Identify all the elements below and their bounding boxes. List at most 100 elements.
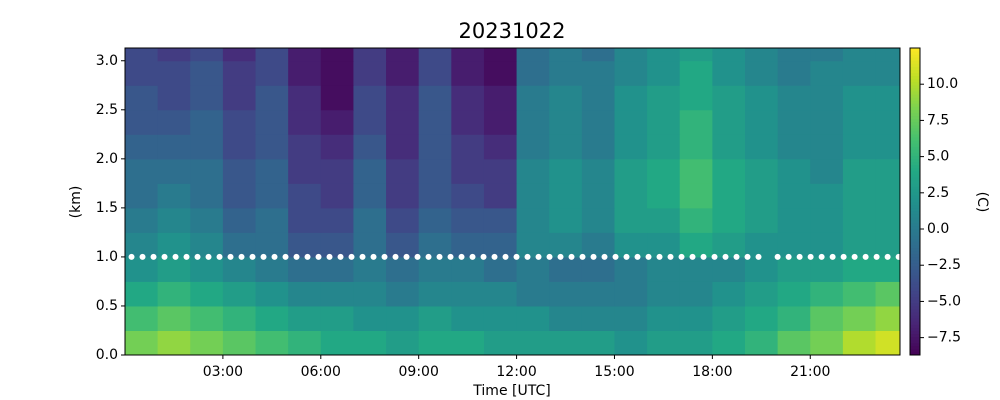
heatmap-cell	[647, 330, 681, 355]
heatmap-cell	[386, 207, 420, 233]
heatmap-cell	[581, 85, 615, 111]
heatmap-cell	[810, 60, 844, 86]
heatmap-cell	[875, 183, 900, 209]
colorbar-swatch	[910, 78, 920, 83]
heatmap-cell	[386, 183, 420, 209]
heatmap-cell	[679, 158, 713, 184]
heatmap-cell	[125, 305, 159, 331]
heatmap-cell	[614, 48, 648, 62]
heatmap-cell	[222, 60, 257, 86]
heatmap-cell	[288, 305, 322, 331]
heatmap-cell	[581, 60, 615, 86]
heatmap-cell	[549, 109, 583, 135]
heatmap-cell	[842, 48, 877, 62]
colorbar-swatch	[910, 241, 920, 245]
heatmap-cell	[386, 85, 420, 111]
heatmap-cell	[255, 183, 289, 209]
colorbar-swatch	[910, 244, 920, 249]
x-tick-label: 15:00	[594, 364, 634, 380]
heatmap-cell	[549, 305, 583, 331]
heatmap-cell	[386, 48, 420, 62]
colorbar-swatch	[910, 345, 920, 350]
heatmap-cell	[353, 158, 387, 184]
heatmap-cell	[647, 183, 681, 209]
heatmap-cell	[353, 109, 387, 135]
colorbar-swatch	[910, 183, 920, 187]
heatmap-cell	[418, 281, 452, 307]
colorbar-swatch	[910, 222, 920, 227]
heatmap-cell	[222, 232, 257, 258]
colorbar-swatch	[910, 265, 920, 270]
heatmap-cell	[483, 207, 518, 233]
heatmap-cell	[320, 158, 354, 184]
colorbar-swatch	[910, 124, 920, 129]
colorbar-swatch	[910, 250, 920, 255]
heatmap-cell	[647, 109, 681, 135]
heatmap-cell	[647, 305, 681, 331]
heatmap-cell	[777, 109, 811, 135]
heatmap-cell	[516, 48, 550, 62]
colorbar-swatch	[910, 84, 920, 89]
heatmap-cell	[581, 158, 615, 184]
heatmap-cell	[255, 134, 289, 160]
colorbar-swatch	[910, 66, 920, 70]
heatmap-cell	[777, 207, 811, 233]
heatmap-cell	[614, 256, 648, 282]
heatmap-cell	[745, 256, 779, 282]
heatmap-cell	[222, 207, 257, 233]
heatmap-cell	[320, 60, 354, 86]
heatmap-cell	[125, 134, 159, 160]
colorbar-swatch	[910, 109, 920, 113]
heatmap-cell	[483, 330, 518, 355]
heatmap-cell	[581, 109, 615, 135]
colorbar-swatch	[910, 348, 920, 353]
colorbar-tick-label: 0.0	[927, 221, 949, 237]
heatmap-cell	[875, 85, 900, 111]
heatmap-cell	[679, 48, 713, 62]
heatmap-cell	[679, 232, 713, 258]
heatmap-cell	[875, 256, 900, 282]
heatmap-cell	[581, 207, 615, 233]
heatmap-cell	[777, 232, 811, 258]
colorbar-swatch	[910, 100, 920, 104]
colorbar-swatch	[910, 342, 920, 347]
heatmap-cell	[483, 158, 518, 184]
colorbar-swatch	[910, 272, 920, 276]
colorbar-swatch	[910, 143, 920, 147]
colorbar-swatch	[910, 333, 920, 338]
colorbar-swatch	[910, 210, 920, 215]
heatmap-cell	[679, 305, 713, 331]
heatmap-cell	[353, 183, 387, 209]
colorbar-swatch	[910, 232, 920, 236]
heatmap-cell	[745, 134, 779, 160]
heatmap-cell	[222, 158, 257, 184]
colorbar-swatch	[910, 256, 920, 261]
heatmap-cell	[451, 60, 485, 86]
colorbar-swatch	[910, 72, 920, 77]
heatmap-cell	[581, 134, 615, 160]
heatmap-cell	[581, 330, 615, 355]
colorbar-swatch	[910, 351, 920, 356]
heatmap-cell	[483, 232, 518, 258]
colorbar-swatch	[910, 60, 920, 64]
heatmap-cell	[288, 183, 322, 209]
colorbar-label: (C)	[974, 192, 990, 213]
y-tick-label: 1.0	[96, 249, 118, 265]
heatmap-cell	[386, 60, 420, 86]
heatmap-cell	[777, 256, 811, 282]
colorbar-swatch	[910, 299, 920, 304]
heatmap-cell	[222, 183, 257, 209]
colorbar-swatch	[910, 69, 920, 74]
heatmap-cell	[125, 60, 159, 86]
heatmap-cell	[842, 85, 877, 111]
heatmap-cell	[483, 85, 518, 111]
heatmap-cell	[614, 330, 648, 355]
heatmap-cell	[125, 232, 159, 258]
colorbar-swatch	[910, 207, 920, 212]
heatmap-cell	[157, 232, 191, 258]
colorbar-swatch	[910, 247, 920, 252]
colorbar-swatch	[910, 235, 920, 239]
heatmap-cell	[647, 85, 681, 111]
heatmap-cell	[451, 183, 485, 209]
colorbar-swatch	[910, 94, 920, 98]
